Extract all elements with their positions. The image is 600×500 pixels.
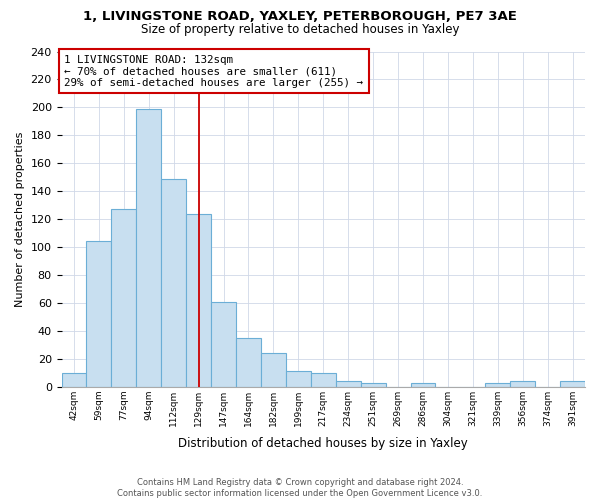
Text: 1 LIVINGSTONE ROAD: 132sqm
← 70% of detached houses are smaller (611)
29% of sem: 1 LIVINGSTONE ROAD: 132sqm ← 70% of deta… (64, 55, 363, 88)
Bar (186, 214, 211, 386)
Bar (261, 353, 286, 386)
Bar (336, 381, 361, 386)
Text: Contains HM Land Registry data © Crown copyright and database right 2024.
Contai: Contains HM Land Registry data © Crown c… (118, 478, 482, 498)
Bar (112, 210, 136, 386)
Text: Size of property relative to detached houses in Yaxley: Size of property relative to detached ho… (141, 22, 459, 36)
Bar (410, 382, 436, 386)
Bar (485, 382, 510, 386)
Bar (62, 373, 86, 386)
Bar (286, 372, 311, 386)
Y-axis label: Number of detached properties: Number of detached properties (15, 132, 25, 307)
Bar (86, 242, 112, 386)
Bar (161, 178, 186, 386)
Bar (311, 373, 336, 386)
Bar (361, 382, 386, 386)
Bar (560, 381, 585, 386)
Bar (236, 338, 261, 386)
Bar (136, 109, 161, 386)
Text: 1, LIVINGSTONE ROAD, YAXLEY, PETERBOROUGH, PE7 3AE: 1, LIVINGSTONE ROAD, YAXLEY, PETERBOROUG… (83, 10, 517, 23)
X-axis label: Distribution of detached houses by size in Yaxley: Distribution of detached houses by size … (178, 437, 468, 450)
Bar (211, 302, 236, 386)
Bar (510, 381, 535, 386)
